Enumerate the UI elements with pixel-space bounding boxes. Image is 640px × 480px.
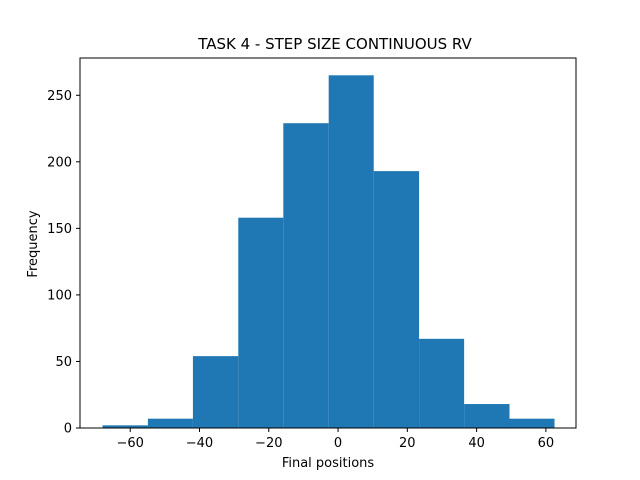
x-tick-label: −60 (117, 436, 144, 451)
x-tick-label: −20 (255, 436, 282, 451)
histogram-bar (373, 171, 420, 428)
histogram-bar (283, 123, 329, 429)
histogram-bar (147, 418, 193, 428)
x-tick-label: 40 (468, 436, 485, 451)
axes-group: −60 −40 −20 0 20 40 60 0 50 100 150 200 250 (47, 57, 577, 451)
histogram-bar (192, 356, 239, 428)
y-tick-label: 100 (47, 288, 72, 303)
x-tick-label: −40 (186, 436, 213, 451)
y-axis-label: Frequency (26, 210, 41, 277)
histogram-bar (328, 75, 374, 428)
x-tick-label: 20 (399, 436, 416, 451)
chart-title: TASK 4 - STEP SIZE CONTINUOUS RV (197, 35, 472, 53)
x-axis-label: Final positions (282, 456, 375, 471)
y-tick-label: 50 (55, 355, 72, 370)
histogram-bar (509, 418, 555, 428)
bars-group (102, 75, 555, 429)
y-tick-label: 150 (47, 222, 72, 237)
histogram-bar (238, 217, 284, 428)
histogram-bar (464, 404, 510, 428)
x-tick-label: 0 (334, 436, 342, 451)
y-tick-label: 250 (47, 89, 72, 104)
histogram-bar (102, 425, 148, 428)
histogram-bar (419, 338, 465, 428)
y-tick-label: 200 (47, 155, 72, 170)
x-tick-label: 60 (538, 436, 555, 451)
plot-frame (79, 57, 577, 429)
y-tick-label: 0 (64, 422, 72, 437)
